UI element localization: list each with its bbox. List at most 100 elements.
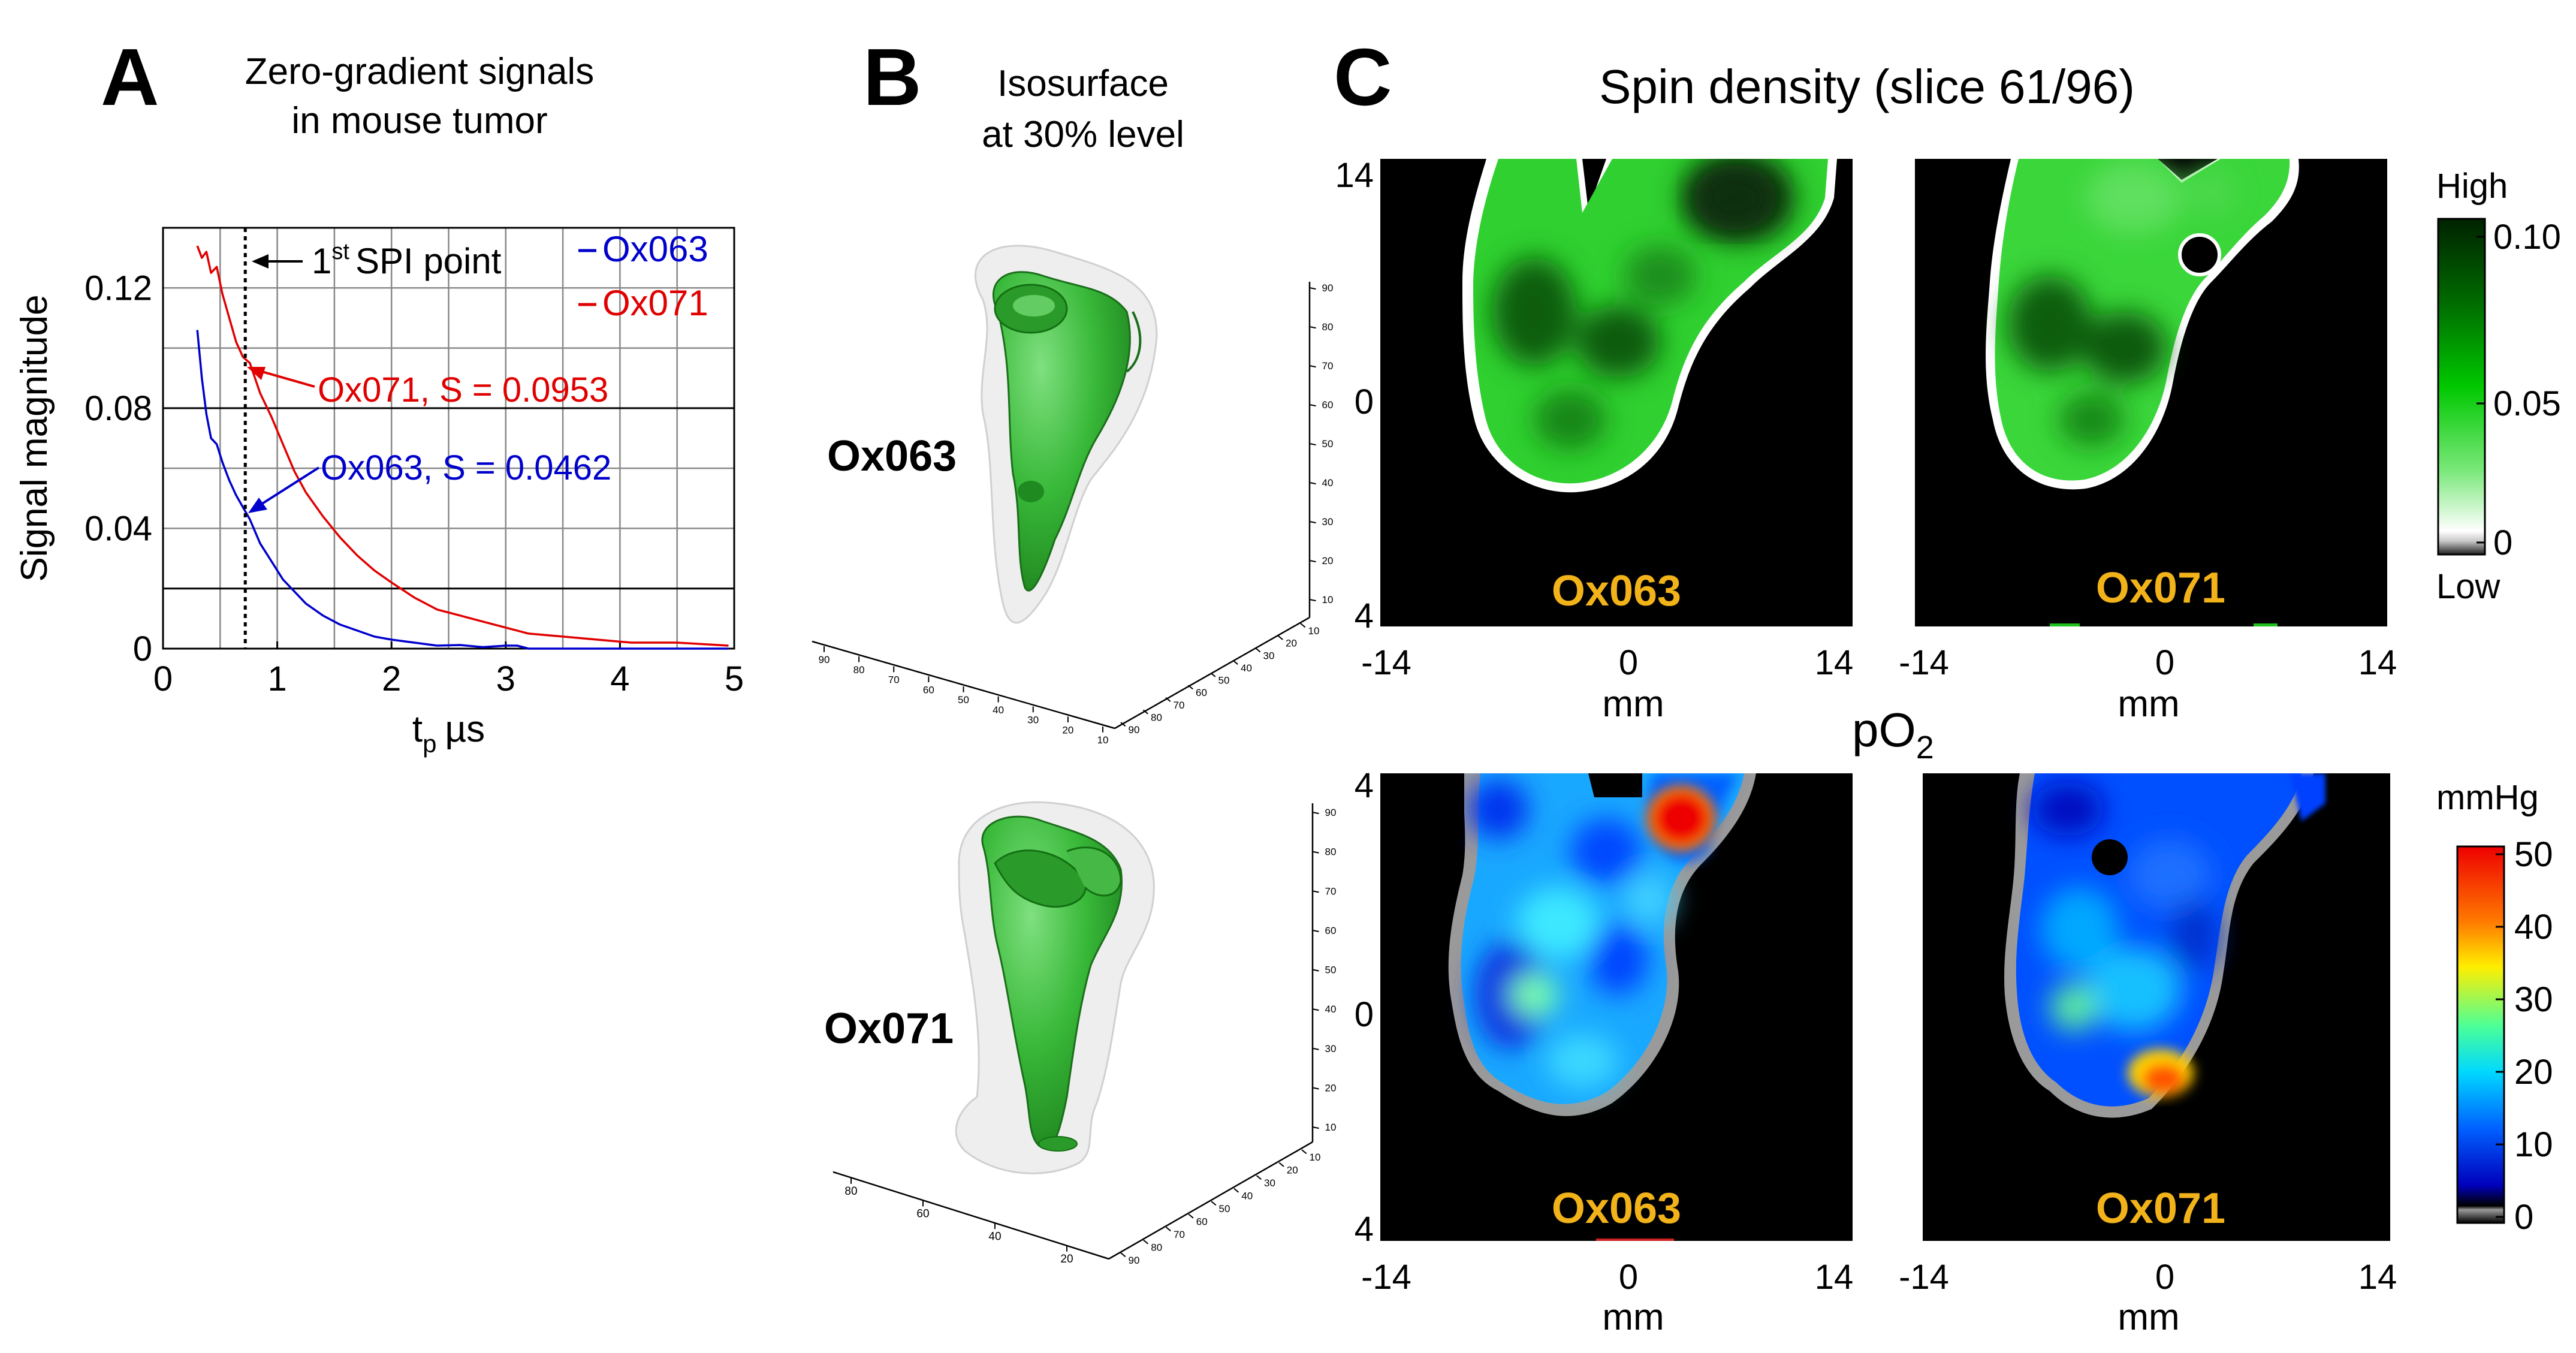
spin-map-ox063-xtick-left: -14 (1361, 643, 1411, 682)
ticksTopB-tick-6 (1255, 647, 1261, 653)
ticksBotB-label-8: 10 (1310, 1152, 1321, 1163)
ticksBotB-tick-7 (1278, 1162, 1284, 1167)
ticksBotB-tick-8 (1301, 1149, 1307, 1155)
ticksTopB-tick-8 (1300, 623, 1306, 628)
ticksTopC-label-4: 50 (1322, 438, 1334, 450)
spi-annotation-sup: st (331, 239, 349, 264)
ticksTopA-label-5: 40 (993, 704, 1004, 716)
po2-map-ox063-ytick-top: 4 (1355, 766, 1374, 805)
ticksBotB-label-5: 40 (1241, 1191, 1253, 1202)
po2-colorbar-tick-label-3: 20 (2514, 1053, 2553, 1092)
ticksBotC-label-3: 60 (1325, 925, 1337, 936)
ticksTopB-label-0: 90 (1129, 724, 1140, 736)
y-tick-label-2: 0.08 (85, 389, 152, 428)
ticksTopC-tick-7 (1309, 560, 1316, 563)
isosurface-ox063-label: Ox063 (827, 432, 957, 480)
ticksTopB-label-4: 50 (1218, 675, 1230, 686)
panel-c-letter: C (1334, 32, 1392, 122)
po2-colorbar-unit: mmHg (2436, 778, 2539, 817)
po2-map-ox071-label: Ox071 (2096, 1185, 2225, 1233)
x-axis-label: tp µs (412, 709, 485, 758)
ticksBotB-tick-2 (1165, 1227, 1171, 1232)
ticksBotB-tick-3 (1188, 1213, 1194, 1219)
axes-3d-bottom-ticks-a: 80 60 40 20 (844, 1178, 1073, 1265)
po2-map-ox063-xtick-mid: 0 (1619, 1258, 1638, 1297)
chart-frame (162, 227, 735, 650)
spin-map-ox063-ytick-bot: 4 (1355, 596, 1374, 635)
y-tick-label-3: 0.12 (85, 269, 152, 308)
spi-annotation-text: SPI point (355, 241, 502, 281)
signal-chart: 0 1 2 3 4 5 0 0.04 0.08 0.12 tp µs Signal magnitude O… (14, 227, 744, 758)
ticksTopB-tick-2 (1165, 697, 1171, 702)
ticksTopC-label-2: 70 (1322, 360, 1334, 372)
ticksTopC-tick-2 (1309, 365, 1316, 368)
po2-colorbar-tick-label-2: 30 (2514, 980, 2553, 1019)
spin-map-ox071-xtick-left: -14 (1899, 643, 1949, 682)
ticksBotB-tick-5 (1233, 1188, 1239, 1193)
ticksTopC-label-5: 40 (1322, 477, 1334, 489)
panel-a-letter: A (101, 32, 159, 122)
x-tick-label-3: 3 (496, 659, 515, 698)
po2-map-ox071-xtick-mid: 0 (2155, 1258, 2174, 1297)
spin-map-ox071-xtick-right: 14 (2358, 643, 2397, 682)
spin-map-ox063-ytick-mid: 0 (1355, 382, 1374, 421)
ticksTopA-label-6: 30 (1027, 715, 1039, 726)
ticksBotC-tick-3 (1312, 929, 1319, 932)
ticksBotB-label-4: 50 (1219, 1203, 1230, 1215)
ticksBotB-tick-6 (1256, 1175, 1262, 1180)
spin-map-ox071-xlabel: mm (2117, 683, 2179, 725)
spin-map-ox063-xtick-mid: 0 (1619, 643, 1638, 682)
ticksTopB-label-2: 70 (1174, 700, 1185, 711)
po2-map-ox063-axes: 4 0 4 -14 0 14 mm (1355, 766, 1854, 1338)
po2-map-ox063: Ox063 (1380, 773, 1853, 1241)
ticksTopB-label-5: 40 (1241, 662, 1252, 674)
po2-colorbar-tick-label-5: 0 (2514, 1198, 2533, 1237)
spi-annotation: 1st SPI point (252, 239, 502, 281)
series-line-ox071 (196, 245, 729, 647)
x-tick-label-2: 2 (382, 659, 401, 698)
ticksTopB-tick-0 (1120, 722, 1126, 727)
ticksBotC-label-0: 90 (1325, 807, 1337, 818)
po2-map-ox063-label: Ox063 (1552, 1185, 1681, 1233)
ticksBotC-tick-2 (1312, 890, 1319, 893)
axes-3d-top (812, 282, 1311, 730)
ticksBotC-tick-5 (1312, 1008, 1319, 1011)
x-tick-label-5: 5 (725, 659, 744, 698)
ticksBotB-tick-1 (1143, 1239, 1149, 1244)
panel-b-title-line2: at 30% level (982, 114, 1184, 155)
ticksBotC-label-8: 10 (1325, 1122, 1337, 1133)
ticksTopC-tick-5 (1309, 482, 1316, 485)
po2-colorbar-tick-label-1: 40 (2514, 908, 2553, 947)
po2-colorbar-tick-label-4: 10 (2514, 1125, 2553, 1164)
ticksBotB-label-6: 30 (1264, 1177, 1275, 1189)
spi-annotation-prefix: 1 (312, 241, 331, 281)
po2-map-ox071-xlabel: mm (2117, 1297, 2179, 1338)
axes-3d-top-ticks-a: 90 80 70 60 50 40 30 20 10 (819, 646, 1108, 746)
legend-label-ox063: Ox063 (602, 229, 708, 269)
spin-colorbar: High 0.10 0.05 0 Low (2436, 167, 2561, 606)
ticksTopA-label-7: 20 (1062, 724, 1073, 736)
spin-colorbar-low: Low (2436, 567, 2501, 606)
ox071-callout-label: Ox071, S = 0.0953 (318, 370, 608, 409)
legend-label-ox071: Ox071 (602, 283, 708, 323)
ticksTopC-tick-6 (1309, 521, 1316, 524)
ticksTopC-tick-1 (1309, 326, 1316, 329)
spin-colorbar-tick-mid: 0.05 (2493, 384, 2561, 423)
ticksTopB-label-3: 60 (1196, 687, 1207, 698)
ticksTopA-label-0: 90 (819, 654, 830, 665)
panel-a-title-line2: in mouse tumor (291, 100, 547, 141)
ticksBotC-label-1: 80 (1325, 846, 1337, 858)
ticksTopA-label-4: 50 (958, 694, 969, 706)
y-axis-label: Signal magnitude (14, 294, 55, 581)
ticksTopC-tick-8 (1309, 599, 1316, 602)
ticksBotC-label-5: 40 (1325, 1004, 1337, 1015)
panel-b-letter: B (863, 32, 922, 122)
ticksBotC-tick-6 (1312, 1047, 1319, 1050)
ticksBotC-tick-0 (1312, 812, 1319, 815)
spin-map-ox071: Ox071 (1915, 159, 2387, 626)
x-axis-label-main: t (412, 709, 423, 750)
axes-3d-bottom-ticks-c: 90 80 70 60 50 40 30 20 10 (1312, 807, 1337, 1133)
ticksBotB-label-7: 20 (1287, 1165, 1298, 1176)
